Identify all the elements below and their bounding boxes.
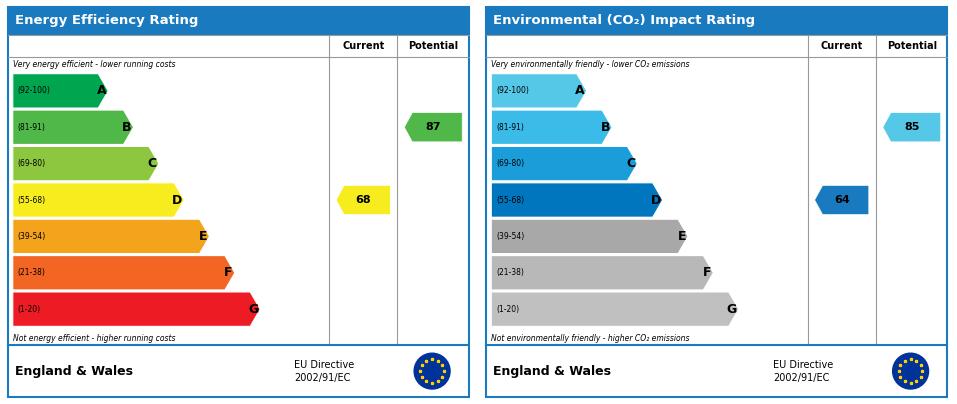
Text: England & Wales: England & Wales <box>14 365 133 378</box>
Polygon shape <box>491 110 612 145</box>
Text: Potential: Potential <box>409 41 458 51</box>
Text: (1-20): (1-20) <box>18 305 41 314</box>
Text: (21-38): (21-38) <box>497 268 524 277</box>
Text: Energy Efficiency Rating: Energy Efficiency Rating <box>14 15 198 27</box>
Polygon shape <box>491 183 662 217</box>
Text: C: C <box>147 157 157 170</box>
Circle shape <box>893 353 928 389</box>
Polygon shape <box>12 74 108 108</box>
Text: (39-54): (39-54) <box>497 232 524 241</box>
Circle shape <box>414 353 450 389</box>
Text: F: F <box>702 266 711 279</box>
Polygon shape <box>882 113 941 142</box>
Text: Environmental (CO₂) Impact Rating: Environmental (CO₂) Impact Rating <box>493 15 755 27</box>
Text: (81-91): (81-91) <box>497 123 524 132</box>
Text: Potential: Potential <box>887 41 937 51</box>
Text: C: C <box>626 157 635 170</box>
Text: A: A <box>575 84 585 97</box>
Bar <box>8 7 469 35</box>
Text: G: G <box>726 303 737 316</box>
Polygon shape <box>491 256 713 290</box>
Text: (69-80): (69-80) <box>18 159 46 168</box>
Polygon shape <box>814 185 869 215</box>
Polygon shape <box>491 219 688 254</box>
Polygon shape <box>12 219 210 254</box>
Text: (92-100): (92-100) <box>497 86 529 95</box>
Text: D: D <box>651 194 660 206</box>
Polygon shape <box>491 146 637 181</box>
Polygon shape <box>491 292 739 326</box>
Text: Current: Current <box>820 41 863 51</box>
Text: Not environmentally friendly - higher CO₂ emissions: Not environmentally friendly - higher CO… <box>491 334 690 343</box>
Text: E: E <box>199 230 208 243</box>
Text: B: B <box>122 121 131 134</box>
Text: (55-68): (55-68) <box>497 196 524 204</box>
Text: Very environmentally friendly - lower CO₂ emissions: Very environmentally friendly - lower CO… <box>491 60 690 69</box>
Bar <box>486 7 947 35</box>
Text: Not energy efficient - higher running costs: Not energy efficient - higher running co… <box>12 334 175 343</box>
Text: England & Wales: England & Wales <box>493 365 612 378</box>
Text: EU Directive
2002/91/EC: EU Directive 2002/91/EC <box>295 360 355 383</box>
Text: Very energy efficient - lower running costs: Very energy efficient - lower running co… <box>12 60 175 69</box>
Polygon shape <box>491 74 587 108</box>
Text: D: D <box>172 194 182 206</box>
Text: E: E <box>678 230 686 243</box>
Polygon shape <box>12 146 159 181</box>
Text: (81-91): (81-91) <box>18 123 46 132</box>
Text: A: A <box>97 84 106 97</box>
Text: (55-68): (55-68) <box>18 196 46 204</box>
Text: 85: 85 <box>904 122 920 132</box>
Polygon shape <box>12 256 234 290</box>
Text: EU Directive
2002/91/EC: EU Directive 2002/91/EC <box>773 360 834 383</box>
Text: B: B <box>601 121 610 134</box>
Text: (69-80): (69-80) <box>497 159 524 168</box>
Text: F: F <box>224 266 233 279</box>
Polygon shape <box>336 185 390 215</box>
Polygon shape <box>12 292 260 326</box>
Polygon shape <box>12 183 184 217</box>
Text: (39-54): (39-54) <box>18 232 46 241</box>
Text: 87: 87 <box>426 122 441 132</box>
Text: 68: 68 <box>355 195 371 205</box>
Text: (1-20): (1-20) <box>497 305 520 314</box>
Text: Current: Current <box>342 41 385 51</box>
Text: (92-100): (92-100) <box>18 86 51 95</box>
Text: (21-38): (21-38) <box>18 268 46 277</box>
Polygon shape <box>404 113 462 142</box>
Text: G: G <box>248 303 258 316</box>
Text: 64: 64 <box>834 195 850 205</box>
Polygon shape <box>12 110 134 145</box>
